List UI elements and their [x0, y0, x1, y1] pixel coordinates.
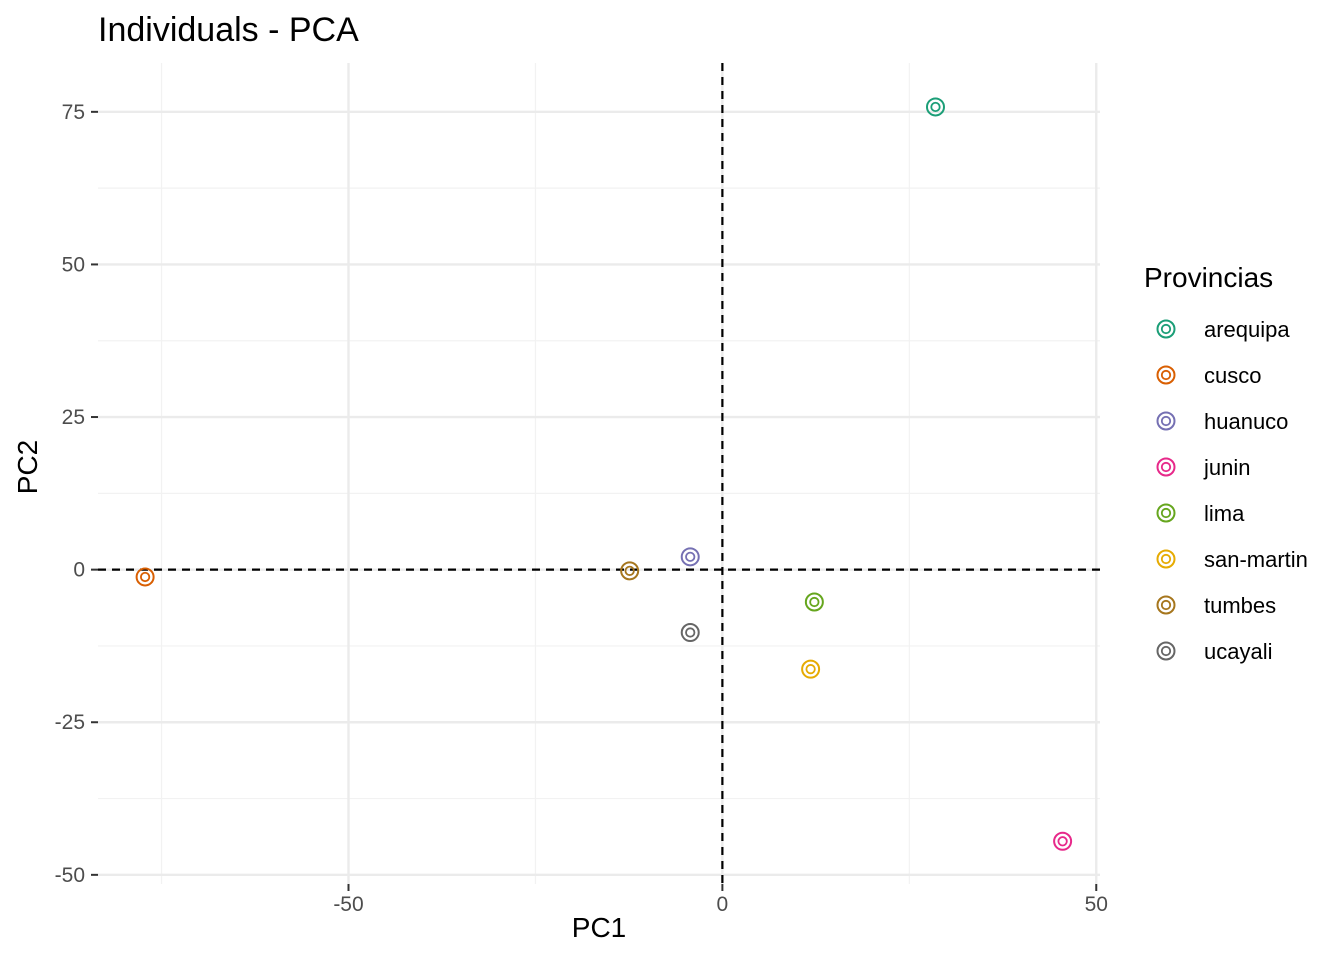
x-axis-ticks: -50 0 50 [333, 884, 1108, 916]
legend-key-junin-inner [1160, 461, 1172, 473]
point-tumbes-outer [620, 561, 640, 581]
legend-label-arequipa: arequipa [1204, 317, 1290, 342]
point-san-martin [801, 659, 821, 679]
legend-key-lima-outer [1156, 503, 1176, 523]
point-arequipa-outer [925, 97, 945, 117]
data-points [135, 97, 1073, 851]
legend-key-cusco [1156, 365, 1176, 385]
y-tick-label: 50 [62, 253, 85, 276]
y-tick-label: 0 [73, 559, 85, 582]
point-huanuco-inner [685, 551, 696, 562]
point-arequipa [925, 97, 945, 117]
legend-items: arequipa cusco huanuco junin lima san-martin t… [1156, 317, 1308, 664]
legend-key-lima [1156, 503, 1176, 523]
point-ucayali-outer [680, 623, 700, 643]
legend-key-tumbes-outer [1156, 595, 1176, 615]
grid-minor [98, 63, 1100, 884]
x-axis-title: PC1 [572, 912, 626, 943]
legend-key-cusco-outer [1156, 365, 1176, 385]
point-lima [804, 592, 824, 612]
reference-lines [98, 63, 1100, 884]
y-axis-title: PC2 [12, 440, 43, 494]
point-junin-inner [1057, 836, 1068, 847]
legend-label-tumbes: tumbes [1204, 593, 1276, 618]
legend-key-junin [1156, 457, 1176, 477]
legend-key-huanuco [1156, 411, 1176, 431]
y-axis-ticks: -50 -25 0 25 50 75 [55, 101, 98, 887]
legend-label-huanuco: huanuco [1204, 409, 1288, 434]
legend-key-arequipa-outer [1156, 319, 1176, 339]
point-san-martin-inner [805, 664, 816, 675]
point-arequipa-inner [930, 101, 941, 113]
legend-label-lima: lima [1204, 501, 1245, 526]
legend-key-lima-inner [1160, 507, 1172, 519]
point-huanuco [680, 547, 700, 567]
point-cusco-outer [135, 567, 155, 587]
y-tick-label: 75 [62, 101, 85, 124]
y-tick-label: -50 [55, 864, 85, 887]
legend-key-ucayali-outer [1156, 641, 1176, 661]
point-tumbes-inner [624, 565, 635, 576]
point-san-martin-outer [801, 659, 821, 679]
point-cusco-inner [140, 571, 151, 583]
y-tick-label: -25 [55, 711, 85, 734]
legend-key-ucayali [1156, 641, 1176, 661]
legend-title: Provincias [1144, 262, 1273, 293]
y-tick-label: 25 [62, 406, 85, 429]
point-tumbes [620, 561, 640, 581]
legend-key-san-martin-inner [1160, 553, 1172, 565]
point-ucayali-inner [685, 627, 696, 638]
chart-title: Individuals - PCA [98, 11, 359, 49]
point-huanuco-outer [680, 547, 700, 567]
legend-key-arequipa [1156, 319, 1176, 339]
x-tick-label: 50 [1085, 893, 1108, 916]
point-junin [1053, 831, 1073, 851]
legend-label-junin: junin [1203, 455, 1250, 480]
legend-key-arequipa-inner [1160, 323, 1172, 335]
x-tick-label: 0 [717, 893, 729, 916]
point-ucayali [680, 623, 700, 643]
legend-key-tumbes [1156, 595, 1176, 615]
legend: Provincias arequipa cusco huanuco junin lima… [1144, 262, 1308, 664]
point-cusco [135, 567, 155, 587]
legend-label-cusco: cusco [1204, 363, 1261, 388]
legend-label-ucayali: ucayali [1204, 639, 1272, 664]
grid-major [98, 63, 1100, 884]
legend-key-san-martin [1156, 549, 1176, 569]
x-tick-label: -50 [333, 893, 363, 916]
point-lima-outer [804, 592, 824, 612]
legend-key-junin-outer [1156, 457, 1176, 477]
legend-key-cusco-inner [1160, 369, 1172, 381]
legend-key-huanuco-inner [1160, 415, 1172, 427]
point-lima-inner [809, 596, 820, 608]
legend-key-tumbes-inner [1160, 599, 1172, 611]
legend-label-san-martin: san-martin [1204, 547, 1308, 572]
legend-key-san-martin-outer [1156, 549, 1176, 569]
legend-key-ucayali-inner [1160, 645, 1172, 657]
point-junin-outer [1053, 831, 1073, 851]
legend-key-huanuco-outer [1156, 411, 1176, 431]
